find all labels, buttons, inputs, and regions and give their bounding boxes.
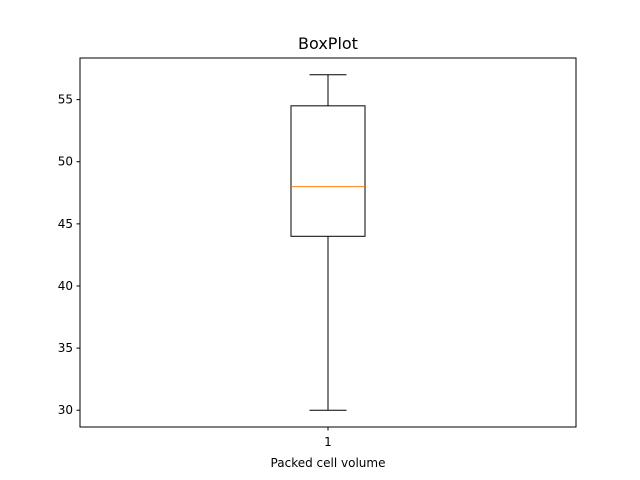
x-tick-label: 1 (324, 435, 332, 449)
x-axis-label: Packed cell volume (271, 456, 386, 470)
plot-frame (79, 57, 577, 428)
y-tick-label: 55 (58, 93, 73, 107)
y-tick-label: 45 (58, 217, 73, 231)
y-tick-label: 35 (58, 341, 73, 355)
y-tick-label: 30 (58, 403, 73, 417)
iqr-box (290, 105, 366, 237)
y-tick-label: 50 (58, 155, 73, 169)
chart-title: BoxPlot (298, 34, 358, 53)
plot-area: 30 35 40 45 50 55 1 (58, 74, 366, 449)
y-tick-label: 40 (58, 279, 73, 293)
